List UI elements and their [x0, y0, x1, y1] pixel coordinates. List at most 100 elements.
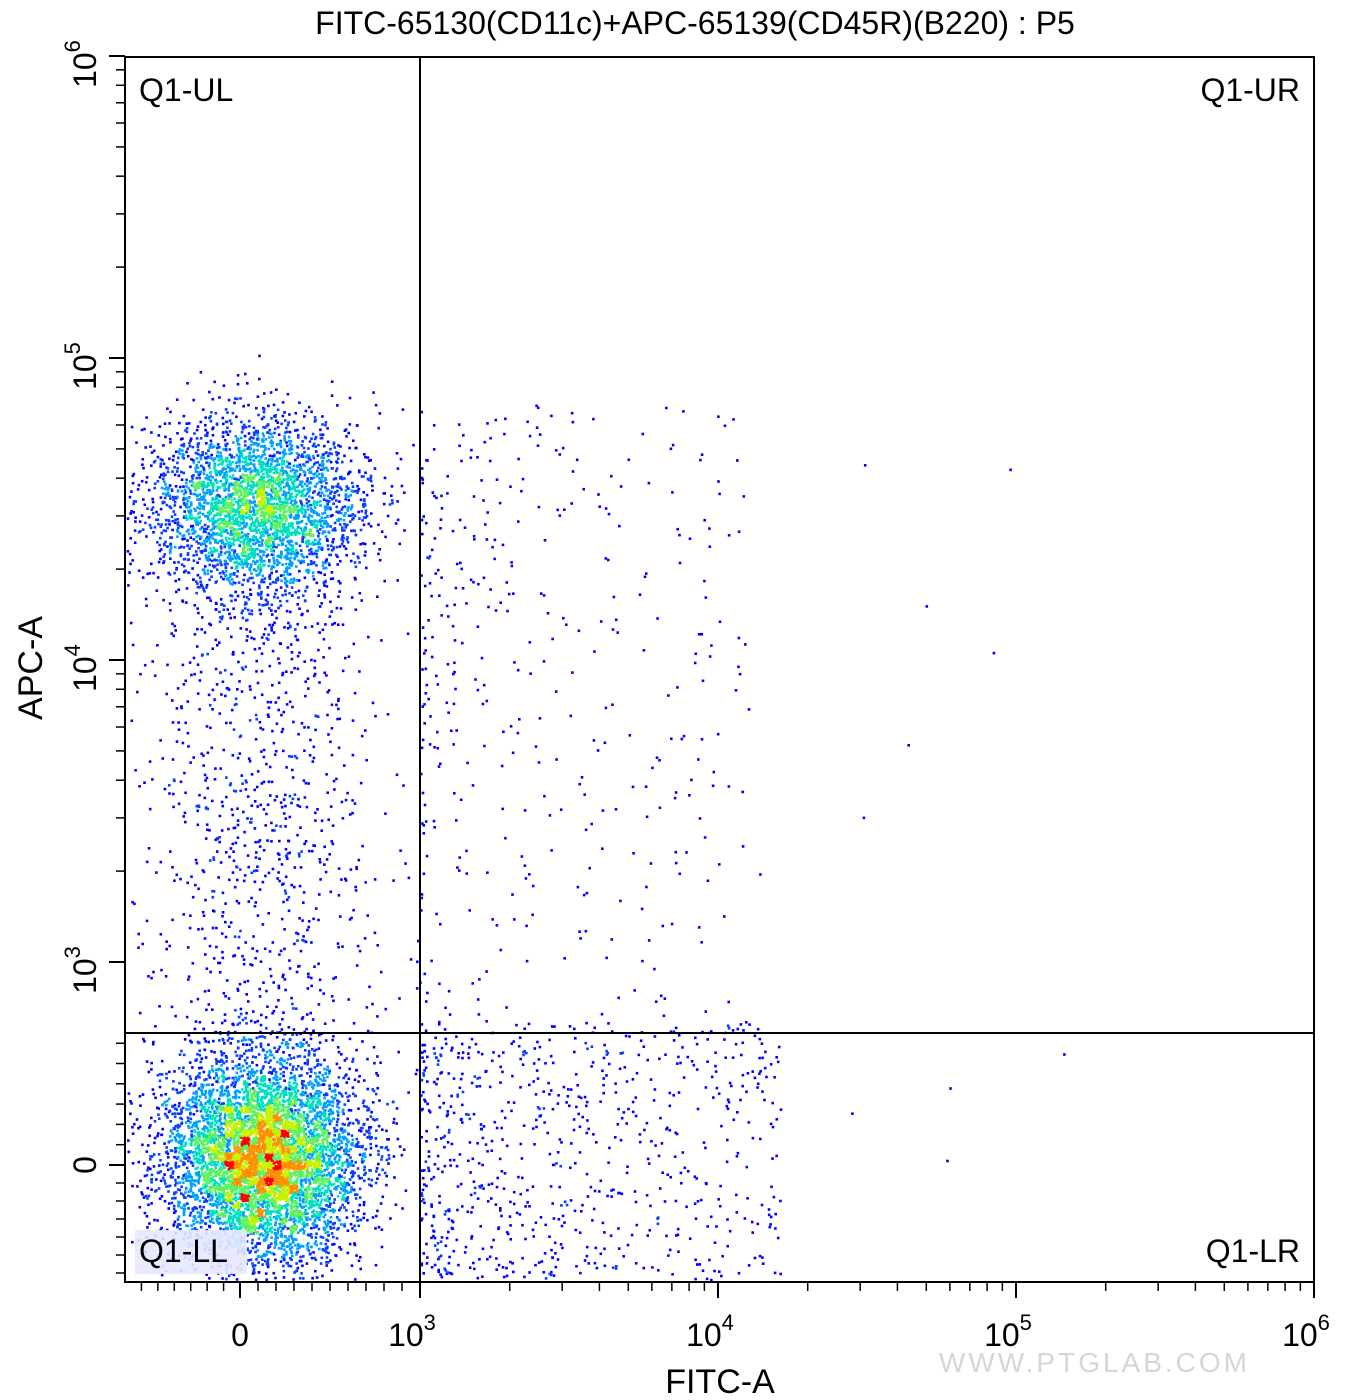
event-point — [345, 1216, 349, 1219]
event-point — [270, 1129, 274, 1133]
event-point — [189, 1182, 193, 1186]
event-point — [160, 1273, 164, 1277]
event-point — [245, 1109, 249, 1113]
event-point — [233, 1162, 237, 1165]
event-point — [275, 1103, 279, 1106]
event-point — [249, 1216, 253, 1219]
event-point — [205, 1147, 208, 1151]
event-point — [258, 1196, 262, 1200]
event-point — [293, 1180, 296, 1184]
event-point — [177, 1151, 181, 1154]
event-point — [272, 1123, 275, 1127]
event-point — [319, 1201, 323, 1204]
event-point — [222, 1108, 226, 1112]
event-point — [208, 1219, 212, 1223]
event-point — [238, 1157, 241, 1160]
event-point — [291, 1033, 294, 1036]
event-point — [290, 1231, 293, 1235]
event-point — [191, 1100, 195, 1104]
event-point — [277, 1127, 281, 1131]
event-point — [346, 1095, 349, 1099]
event-point — [309, 1132, 312, 1135]
event-point — [333, 1140, 337, 1143]
event-point — [229, 1161, 232, 1165]
event-point — [321, 1187, 324, 1190]
event-point — [237, 1113, 241, 1117]
event-point — [251, 1099, 254, 1102]
event-point — [207, 1210, 210, 1213]
event-point — [183, 1203, 186, 1206]
event-point — [293, 1192, 296, 1195]
event-point — [311, 1174, 314, 1177]
event-point — [207, 1177, 211, 1180]
event-point — [249, 1179, 252, 1183]
event-point — [264, 1161, 268, 1164]
event-point — [261, 1129, 265, 1133]
event-point — [249, 1070, 253, 1074]
event-point — [336, 1110, 339, 1113]
event-point — [149, 1167, 152, 1171]
event-point — [249, 1132, 252, 1136]
event-point — [250, 1097, 254, 1101]
event-point — [289, 1229, 293, 1232]
event-point — [269, 1194, 272, 1197]
event-point — [339, 1248, 343, 1251]
event-point — [255, 1069, 259, 1073]
event-point — [181, 1148, 184, 1151]
event-point — [252, 1142, 256, 1146]
event-point — [290, 1251, 294, 1255]
event-point — [301, 1206, 304, 1209]
event-point — [304, 1196, 307, 1200]
event-point — [348, 1094, 351, 1098]
event-point — [316, 1100, 319, 1104]
event-point — [271, 1121, 275, 1125]
event-point — [304, 1084, 308, 1088]
event-point — [343, 1206, 346, 1209]
event-point — [188, 1061, 192, 1064]
event-point — [273, 1133, 277, 1137]
event-point — [327, 1183, 331, 1187]
event-point — [341, 1110, 345, 1113]
event-point — [290, 1218, 293, 1221]
event-point — [247, 1038, 251, 1041]
event-point — [289, 1212, 293, 1216]
event-point — [247, 1154, 251, 1157]
event-point — [322, 1173, 326, 1177]
event-point — [313, 1066, 317, 1069]
event-point — [298, 1108, 301, 1111]
event-point — [322, 1119, 325, 1122]
event-point — [312, 1129, 316, 1132]
event-point — [186, 1224, 190, 1228]
event-point — [275, 1214, 279, 1218]
event-point — [319, 1117, 322, 1120]
event-point — [228, 1037, 231, 1040]
event-point — [131, 1162, 135, 1165]
event-point — [147, 1070, 151, 1074]
event-point — [283, 1137, 286, 1141]
event-point — [226, 1120, 229, 1124]
event-point — [178, 1181, 182, 1184]
event-point — [353, 1243, 357, 1247]
event-point — [127, 1092, 131, 1095]
event-point — [229, 1168, 233, 1172]
event-point — [314, 1236, 318, 1239]
event-point — [241, 1223, 244, 1226]
event-point — [263, 1036, 267, 1039]
event-point — [317, 1133, 320, 1136]
event-point — [316, 1150, 319, 1153]
event-point — [293, 1227, 296, 1231]
event-point — [131, 1184, 134, 1188]
event-point — [339, 1129, 343, 1132]
event-point — [207, 1106, 210, 1109]
event-point — [161, 1163, 165, 1166]
event-point — [279, 1093, 283, 1096]
event-point — [279, 1151, 282, 1155]
event-point — [189, 1112, 192, 1115]
event-point — [304, 1158, 307, 1162]
event-point — [346, 1229, 350, 1232]
event-point — [291, 1135, 294, 1139]
event-point — [218, 1217, 222, 1220]
event-point — [314, 1103, 318, 1107]
event-point — [237, 1109, 241, 1113]
event-point — [276, 1086, 279, 1089]
